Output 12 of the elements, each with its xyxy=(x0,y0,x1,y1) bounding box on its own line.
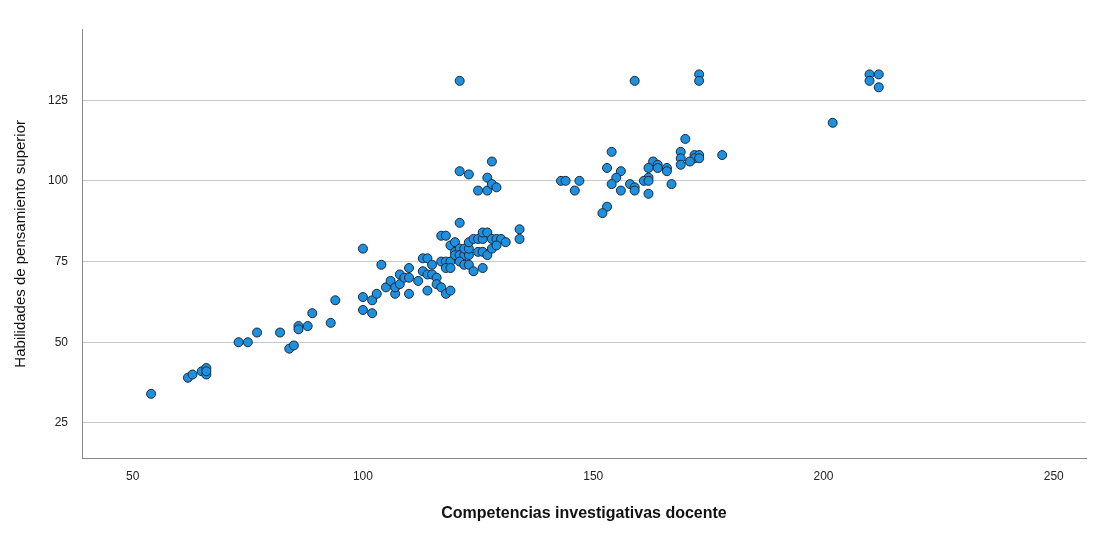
x-tick-label: 200 xyxy=(813,468,834,483)
y-tick-label: 25 xyxy=(54,415,69,430)
y-tick-label: 75 xyxy=(54,253,69,268)
x-tick-label: 250 xyxy=(1043,468,1065,483)
y-tick-label: 100 xyxy=(47,173,69,188)
x-tick-label: 150 xyxy=(583,468,604,483)
y-axis-title: Habilidades de pensamiento superior xyxy=(11,119,29,368)
x-tick-label: 50 xyxy=(126,468,140,483)
x-axis-title: Competencias investigativas docente xyxy=(441,503,727,521)
x-tick-label: 100 xyxy=(352,468,374,483)
y-tick-label: 50 xyxy=(54,334,69,349)
y-tick-label: 125 xyxy=(47,92,69,107)
